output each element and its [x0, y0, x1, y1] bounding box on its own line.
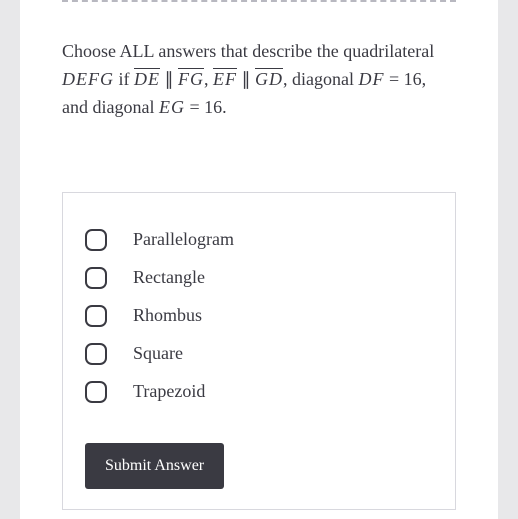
option-label: Trapezoid: [133, 381, 205, 402]
parallel-2: ∥: [237, 69, 255, 89]
checkbox-icon[interactable]: [85, 267, 107, 289]
if-text: if: [114, 69, 134, 89]
eq-1: = 16: [384, 69, 421, 89]
option-label: Parallelogram: [133, 229, 234, 250]
section-divider: [62, 0, 456, 10]
checkbox-icon[interactable]: [85, 229, 107, 251]
segment-gd: GD: [255, 69, 283, 89]
page-container: Choose ALL answers that describe the qua…: [20, 0, 498, 519]
comma-1: ,: [204, 69, 213, 89]
option-label: Rhombus: [133, 305, 202, 326]
diagonal-df: DF: [358, 69, 384, 89]
question-prefix: Choose ALL answers that describe the qua…: [62, 41, 434, 61]
checkbox-icon[interactable]: [85, 381, 107, 403]
diagonal-eg: EG: [159, 97, 185, 117]
parallel-1: ∥: [160, 69, 178, 89]
option-square[interactable]: Square: [85, 343, 433, 365]
quad-name: DEFG: [62, 69, 114, 89]
diag-text-1: , diagonal: [283, 69, 358, 89]
period: .: [222, 97, 227, 117]
segment-de: DE: [134, 69, 160, 89]
answer-box: Parallelogram Rectangle Rhombus Square T…: [62, 192, 456, 510]
option-parallelogram[interactable]: Parallelogram: [85, 229, 433, 251]
segment-ef: EF: [213, 69, 237, 89]
submit-answer-button[interactable]: Submit Answer: [85, 443, 224, 489]
question-text: Choose ALL answers that describe the qua…: [62, 38, 456, 122]
checkbox-icon[interactable]: [85, 343, 107, 365]
checkbox-icon[interactable]: [85, 305, 107, 327]
option-rectangle[interactable]: Rectangle: [85, 267, 433, 289]
segment-fg: FG: [178, 69, 204, 89]
option-label: Rectangle: [133, 267, 205, 288]
option-label: Square: [133, 343, 183, 364]
eq-2: = 16: [185, 97, 222, 117]
option-trapezoid[interactable]: Trapezoid: [85, 381, 433, 403]
option-rhombus[interactable]: Rhombus: [85, 305, 433, 327]
